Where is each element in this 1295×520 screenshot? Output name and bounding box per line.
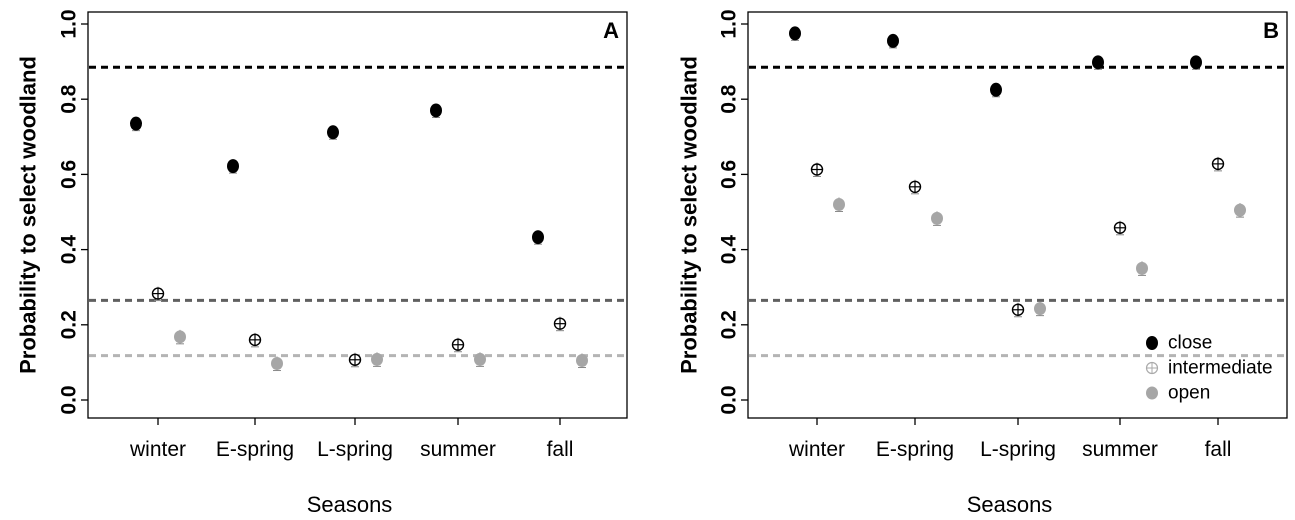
y-tick-label: 0.0 <box>718 385 741 414</box>
point-close <box>532 230 544 245</box>
point-open <box>931 211 943 225</box>
y-axis-label: Probability to select woodland <box>16 56 41 374</box>
y-tick-label: 0.6 <box>718 160 741 189</box>
point-open <box>1034 302 1046 316</box>
point-open <box>474 352 486 366</box>
legend-marker-open <box>1146 386 1158 400</box>
x-tick-label: L-spring <box>317 438 393 461</box>
x-tick-label: E-spring <box>876 438 954 461</box>
y-tick-label: 0.2 <box>58 310 81 339</box>
point-open <box>833 197 845 211</box>
point-close <box>789 26 801 41</box>
panel-a: 0.0 0.2 0.4 0.6 0.8 1.0 winter E-spring L-spring… <box>16 9 628 517</box>
y-tick-label: 0.4 <box>718 235 741 265</box>
point-open <box>174 330 186 344</box>
y-tick-label: 0.8 <box>58 84 81 114</box>
legend-marker-close <box>1146 336 1158 350</box>
y-tick-label: 0.0 <box>58 385 81 414</box>
point-close <box>990 82 1002 97</box>
x-tick-label: E-spring <box>216 438 294 461</box>
x-axis-label: Seasons <box>307 492 393 517</box>
point-close <box>1092 55 1104 70</box>
point-close <box>327 125 339 140</box>
y-tick-label: 0.6 <box>58 160 81 189</box>
panel-letter: A <box>603 18 619 43</box>
x-tick-label: summer <box>1082 438 1158 461</box>
point-open <box>371 352 383 366</box>
panel-b: 0.0 0.2 0.4 0.6 0.8 1.0 winter E-spring L-spring… <box>677 9 1288 517</box>
point-close <box>1190 55 1202 70</box>
legend: close intermediate open <box>1145 333 1273 404</box>
x-axis-label: Seasons <box>967 492 1053 517</box>
point-close <box>227 159 239 174</box>
x-tick-label: summer <box>420 438 496 461</box>
point-close <box>430 103 442 118</box>
point-open <box>1234 203 1246 217</box>
legend-label-intermediate: intermediate <box>1168 358 1273 379</box>
point-close <box>130 116 142 131</box>
y-axis-label: Probability to select woodland <box>677 56 702 374</box>
x-tick-label: winter <box>788 438 845 461</box>
legend-label-open: open <box>1168 383 1210 404</box>
point-open <box>271 357 283 371</box>
legend-label-close: close <box>1168 333 1212 354</box>
point-close <box>887 33 899 48</box>
x-tick-label: L-spring <box>980 438 1056 461</box>
x-tick-label: fall <box>1205 438 1232 461</box>
x-tick-label: winter <box>129 438 186 461</box>
panel-letter: B <box>1263 18 1279 43</box>
y-tick-label: 1.0 <box>718 9 741 38</box>
y-tick-label: 0.2 <box>718 310 741 339</box>
y-tick-label: 1.0 <box>58 9 81 38</box>
point-open <box>576 354 588 368</box>
y-tick-label: 0.8 <box>718 84 741 114</box>
y-tick-label: 0.4 <box>58 235 81 265</box>
point-open <box>1136 261 1148 275</box>
plot-frame <box>87 11 628 419</box>
x-tick-label: fall <box>547 438 574 461</box>
